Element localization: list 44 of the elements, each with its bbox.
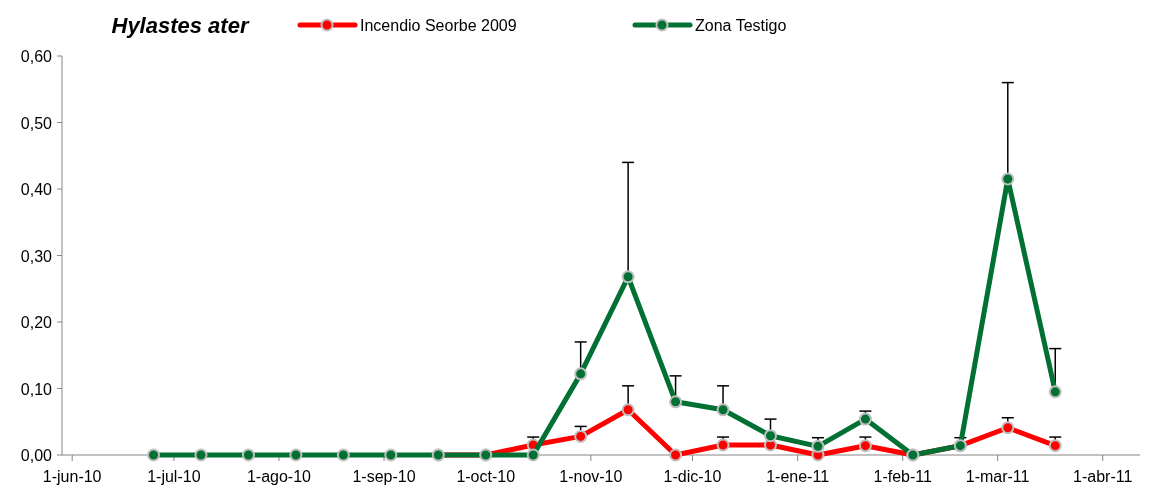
- x-tick-label: 1-nov-10: [559, 468, 623, 485]
- x-tick-label: 1-dic-10: [663, 468, 722, 485]
- legend-label: Zona Testigo: [695, 17, 787, 34]
- y-tick-label: 0,00: [20, 447, 53, 464]
- point: [669, 395, 683, 409]
- legend-label: Incendio Seorbe 2009: [360, 17, 517, 34]
- x-tick-label: 1-oct-10: [456, 468, 516, 485]
- y-tick-label: 0,40: [20, 181, 53, 198]
- point: [289, 448, 303, 462]
- point: [526, 448, 540, 462]
- point: [811, 439, 825, 453]
- point: [621, 403, 635, 417]
- point: [621, 270, 635, 284]
- point: [336, 448, 350, 462]
- y-tick-label: 0,60: [20, 48, 53, 65]
- y-tick-label: 0,20: [20, 314, 53, 331]
- point: [1001, 172, 1015, 186]
- point: [858, 439, 872, 453]
- point: [147, 448, 161, 462]
- y-tick-label: 0,30: [20, 247, 53, 265]
- x-tick-label: 1-mar-11: [965, 468, 1030, 485]
- x-tick-label: 1-jun-10: [42, 468, 102, 485]
- point: [716, 438, 730, 452]
- point: [574, 367, 588, 381]
- point: [384, 448, 398, 462]
- point: [764, 429, 777, 443]
- y-tick-label: 0,10: [20, 380, 53, 398]
- x-tick-label: 1-ene-11: [766, 468, 830, 485]
- point: [1001, 421, 1015, 435]
- y-tick-label: 0,50: [20, 114, 53, 132]
- point: [1048, 385, 1062, 399]
- x-tick-label: 1-jul-10: [147, 468, 201, 485]
- x-tick-label: 1-feb-11: [873, 468, 933, 485]
- point: [669, 448, 683, 462]
- chart-title: Hylastes ater: [111, 13, 250, 38]
- x-tick-label: 1-abr-11: [1073, 468, 1133, 485]
- x-tick-label: 1-sep-10: [352, 468, 416, 485]
- point: [194, 448, 208, 462]
- point: [858, 412, 872, 426]
- x-tick-label: 1-ago-10: [246, 468, 312, 485]
- point: [716, 403, 730, 417]
- point: [241, 448, 255, 462]
- point: [1048, 439, 1062, 453]
- point: [574, 429, 588, 443]
